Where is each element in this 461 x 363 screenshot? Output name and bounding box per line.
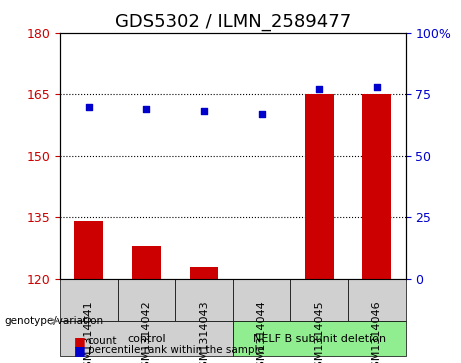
- FancyBboxPatch shape: [118, 279, 175, 321]
- FancyBboxPatch shape: [60, 279, 118, 321]
- Bar: [362, 94, 391, 279]
- Text: ■: ■: [74, 335, 85, 348]
- Bar: [74, 221, 103, 279]
- Point: [315, 86, 323, 92]
- Point: [200, 109, 207, 114]
- Title: GDS5302 / ILMN_2589477: GDS5302 / ILMN_2589477: [115, 13, 351, 31]
- Bar: [189, 266, 219, 279]
- Text: GSM1314041: GSM1314041: [84, 300, 94, 363]
- Text: control: control: [127, 334, 165, 344]
- Text: ■: ■: [74, 344, 85, 357]
- Point: [85, 103, 92, 109]
- Text: GSM1314044: GSM1314044: [257, 300, 266, 363]
- FancyBboxPatch shape: [348, 279, 406, 321]
- FancyBboxPatch shape: [60, 321, 233, 356]
- Text: GSM1314046: GSM1314046: [372, 300, 382, 363]
- Point: [373, 84, 381, 90]
- FancyBboxPatch shape: [233, 321, 406, 356]
- FancyBboxPatch shape: [233, 279, 290, 321]
- Text: count: count: [88, 336, 117, 346]
- Bar: [132, 246, 161, 279]
- Text: GSM1314045: GSM1314045: [314, 300, 324, 363]
- Text: GSM1314042: GSM1314042: [142, 300, 151, 363]
- Point: [258, 111, 266, 117]
- FancyBboxPatch shape: [175, 279, 233, 321]
- Text: genotype/variation: genotype/variation: [5, 316, 104, 326]
- Text: NELF B subunit deletion: NELF B subunit deletion: [253, 334, 386, 344]
- Bar: [305, 94, 334, 279]
- Text: GSM1314043: GSM1314043: [199, 300, 209, 363]
- Point: [142, 106, 150, 112]
- Text: percentile rank within the sample: percentile rank within the sample: [88, 345, 264, 355]
- FancyBboxPatch shape: [290, 279, 348, 321]
